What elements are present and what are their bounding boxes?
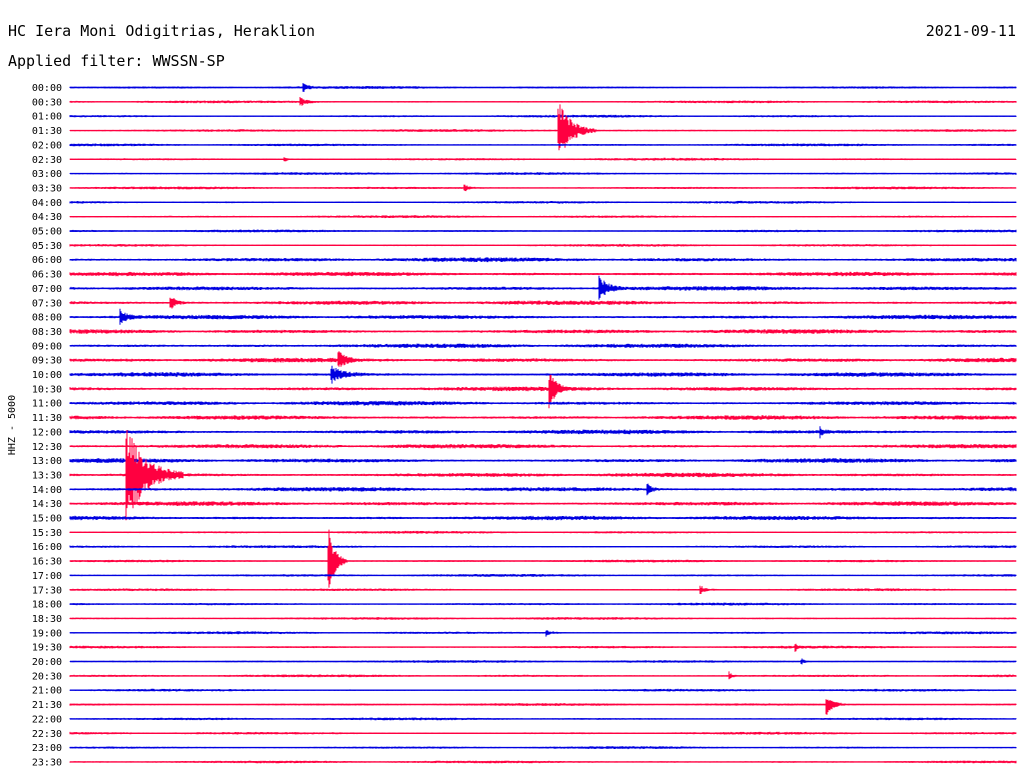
- time-label: 03:30: [32, 183, 62, 194]
- time-label: 21:00: [32, 686, 62, 697]
- time-label: 04:00: [32, 198, 62, 209]
- time-label: 17:30: [32, 585, 62, 596]
- time-label: 16:30: [32, 557, 62, 568]
- time-label: 08:00: [32, 313, 62, 324]
- time-label: 11:00: [32, 399, 62, 410]
- time-label: 03:00: [32, 169, 62, 180]
- time-label: 20:30: [32, 671, 62, 682]
- time-label: 20:00: [32, 657, 62, 668]
- station-title: HC Iera Moni Odigitrias, Heraklion: [8, 22, 315, 40]
- time-label: 10:30: [32, 384, 62, 395]
- time-label: 12:00: [32, 427, 62, 438]
- time-label: 08:30: [32, 327, 62, 338]
- time-label: 09:30: [32, 356, 62, 367]
- time-label: 15:30: [32, 528, 62, 539]
- time-label: 13:30: [32, 470, 62, 481]
- time-label: 11:30: [32, 413, 62, 424]
- trace-row: [69, 529, 1017, 588]
- time-label: 12:30: [32, 442, 62, 453]
- time-label: 16:00: [32, 542, 62, 553]
- time-label: 23:00: [32, 743, 62, 754]
- time-label: 21:30: [32, 700, 62, 711]
- time-label: 22:30: [32, 729, 62, 740]
- time-label: 00:00: [32, 83, 62, 94]
- time-label: 19:00: [32, 628, 62, 639]
- time-label: 19:30: [32, 643, 62, 654]
- trace-row: [69, 104, 1017, 151]
- time-label: 10:00: [32, 370, 62, 381]
- time-label: 02:00: [32, 140, 62, 151]
- filter-label: Applied filter: WWSSN-SP: [8, 52, 225, 70]
- time-labels: 00:00 00:30 01:00 01:30 02:00 02:30 03:00 03:30…: [32, 83, 62, 768]
- time-label: 06:00: [32, 255, 62, 266]
- time-label: 00:30: [32, 97, 62, 108]
- time-label: 22:00: [32, 714, 62, 725]
- time-label: 01:00: [32, 112, 62, 123]
- time-label: 17:00: [32, 571, 62, 582]
- trace-row: [69, 351, 1017, 367]
- time-label: 06:30: [32, 270, 62, 281]
- time-label: 14:30: [32, 499, 62, 510]
- trace-row: [69, 699, 1017, 715]
- time-label: 13:00: [32, 456, 62, 467]
- time-label: 23:30: [32, 757, 62, 768]
- time-label: 07:00: [32, 284, 62, 295]
- time-label: 02:30: [32, 155, 62, 166]
- y-axis-label: HHZ - 5000: [7, 395, 18, 455]
- time-label: 04:30: [32, 212, 62, 223]
- traces: [69, 83, 1017, 764]
- chart-date: 2021-09-11: [926, 22, 1016, 40]
- time-label: 09:00: [32, 341, 62, 352]
- time-label: 15:00: [32, 514, 62, 525]
- time-label: 18:00: [32, 600, 62, 611]
- time-label: 14:00: [32, 485, 62, 496]
- time-label: 07:30: [32, 298, 62, 309]
- time-label: 05:30: [32, 241, 62, 252]
- trace-row: [69, 275, 1017, 300]
- time-label: 18:30: [32, 614, 62, 625]
- time-label: 05:00: [32, 227, 62, 238]
- time-label: 01:30: [32, 126, 62, 137]
